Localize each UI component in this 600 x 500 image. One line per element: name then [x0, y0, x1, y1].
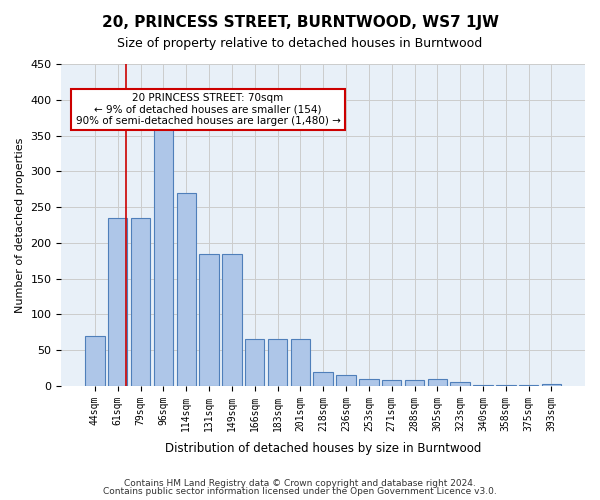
Text: Contains public sector information licensed under the Open Government Licence v3: Contains public sector information licen…	[103, 487, 497, 496]
Text: 20 PRINCESS STREET: 70sqm
← 9% of detached houses are smaller (154)
90% of semi-: 20 PRINCESS STREET: 70sqm ← 9% of detach…	[76, 93, 340, 126]
Bar	[199, 254, 219, 386]
Bar	[313, 372, 333, 386]
Bar	[496, 385, 515, 386]
Bar	[473, 385, 493, 386]
Text: 20, PRINCESS STREET, BURNTWOOD, WS7 1JW: 20, PRINCESS STREET, BURNTWOOD, WS7 1JW	[101, 15, 499, 30]
Bar	[382, 380, 401, 386]
Bar	[108, 218, 127, 386]
Bar	[176, 193, 196, 386]
Bar	[337, 375, 356, 386]
Bar	[359, 379, 379, 386]
Bar	[222, 254, 242, 386]
Bar	[519, 385, 538, 386]
Y-axis label: Number of detached properties: Number of detached properties	[15, 138, 25, 312]
Bar	[245, 340, 265, 386]
Bar	[154, 121, 173, 386]
Bar	[428, 379, 447, 386]
Bar	[290, 340, 310, 386]
Text: Contains HM Land Registry data © Crown copyright and database right 2024.: Contains HM Land Registry data © Crown c…	[124, 478, 476, 488]
Bar	[131, 218, 150, 386]
Bar	[405, 380, 424, 386]
Bar	[268, 340, 287, 386]
Bar	[451, 382, 470, 386]
Bar	[85, 336, 104, 386]
Bar	[542, 384, 561, 386]
X-axis label: Distribution of detached houses by size in Burntwood: Distribution of detached houses by size …	[165, 442, 481, 455]
Text: Size of property relative to detached houses in Burntwood: Size of property relative to detached ho…	[118, 38, 482, 51]
